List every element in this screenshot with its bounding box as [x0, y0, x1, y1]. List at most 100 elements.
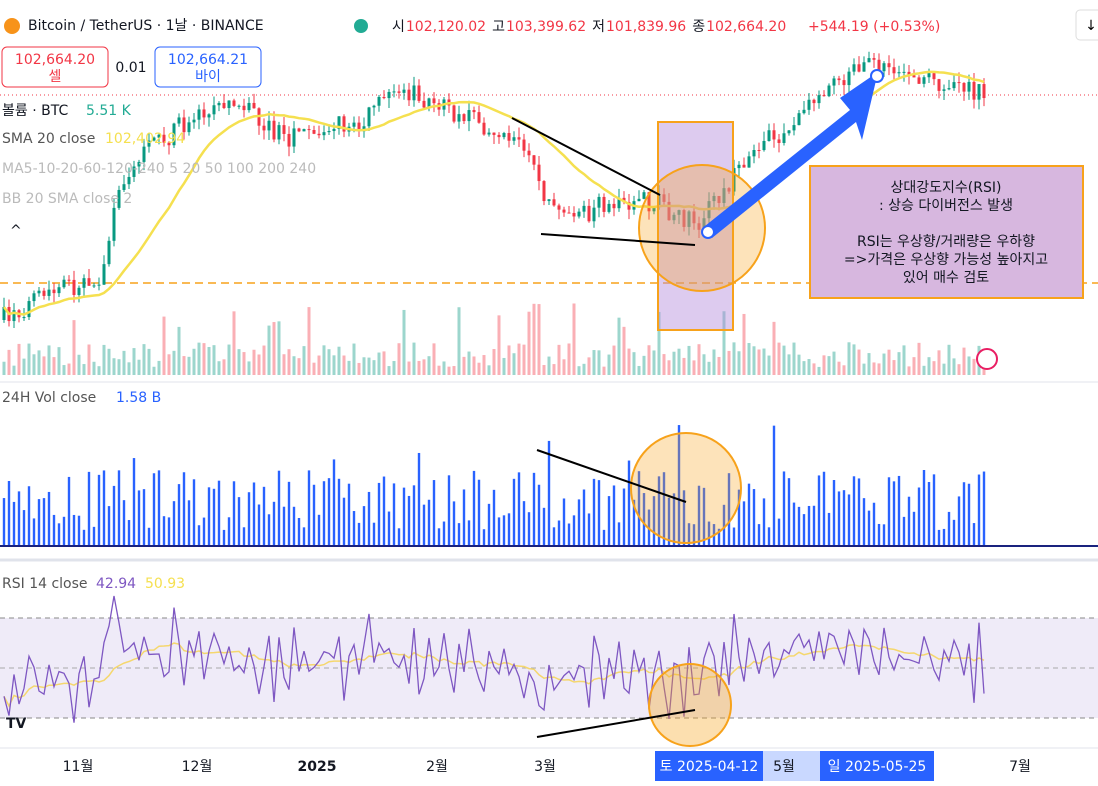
vol24-bar — [597, 480, 601, 545]
vol24-bar — [122, 500, 126, 545]
ohlc-value: 102,120.02 — [406, 19, 486, 35]
buy-button[interactable] — [154, 46, 262, 88]
volume-bar — [187, 356, 191, 375]
vol24-bar — [792, 502, 796, 545]
volume-bar — [757, 349, 761, 375]
candle — [757, 150, 761, 152]
sma-label: SMA 20 close — [2, 131, 95, 147]
volume-bar — [107, 348, 111, 375]
candle — [402, 89, 406, 93]
sell-button[interactable] — [1, 46, 109, 88]
volume-bar — [12, 365, 16, 375]
candle — [22, 317, 26, 319]
vol24-bar — [162, 516, 166, 545]
volume-bar — [607, 354, 611, 375]
candle — [617, 197, 621, 209]
candle — [902, 71, 906, 73]
coin-icon — [4, 18, 20, 34]
change: +544.19 (+0.53%) — [808, 19, 940, 35]
candle — [202, 109, 206, 118]
volume-bar — [952, 358, 956, 375]
candle — [862, 62, 866, 72]
vol24-bar — [217, 480, 221, 545]
candle — [137, 161, 141, 167]
candle — [417, 85, 421, 101]
flash-icon[interactable] — [976, 348, 998, 370]
volume-bar — [252, 349, 256, 375]
candle — [252, 102, 256, 109]
scroll-button[interactable] — [1075, 9, 1098, 41]
volume-bar — [557, 344, 561, 375]
volume-bar — [307, 307, 311, 375]
vol24-bar — [707, 521, 711, 545]
vol24-bar — [667, 497, 671, 545]
scroll-icon: ↓ — [1085, 18, 1097, 34]
volume-bar — [312, 362, 316, 375]
volume-bar — [597, 350, 601, 375]
vol24-bar — [542, 507, 546, 545]
volume-bar — [72, 320, 76, 375]
volume-bar — [722, 311, 726, 375]
vol24-bar — [312, 484, 316, 545]
vol24-bar — [342, 497, 346, 545]
volume-bar — [232, 311, 236, 375]
bb-label: BB 20 SMA close 2 — [2, 191, 132, 207]
volume-bar — [182, 356, 186, 375]
ohlc-value: 103,399.62 — [506, 19, 586, 35]
candle — [507, 133, 511, 141]
annotation-box — [809, 165, 1084, 299]
vol24-bar — [152, 473, 156, 545]
vol24-bar — [747, 483, 751, 545]
volume-bar — [152, 366, 156, 375]
vol24-bar — [777, 518, 781, 545]
volume-bar — [382, 351, 386, 375]
vol24-bar — [502, 515, 506, 545]
vol24-bar — [177, 484, 181, 545]
volume-bar — [302, 346, 306, 375]
candle — [857, 64, 861, 72]
candle — [27, 301, 31, 318]
vol24-bar — [822, 471, 826, 545]
vol24-bar — [377, 482, 381, 545]
candle — [67, 279, 71, 281]
vol24-bar — [677, 425, 681, 545]
candle — [127, 176, 131, 185]
candle — [117, 189, 121, 208]
volume-bar — [457, 307, 461, 375]
volume-bar — [867, 353, 871, 375]
volume-bar — [197, 342, 201, 375]
candle — [282, 125, 286, 134]
candle — [122, 184, 126, 190]
collapse-icon[interactable]: ^ — [10, 223, 22, 239]
vol24-bar — [757, 524, 761, 545]
volume-bar — [347, 360, 351, 375]
volume-bar — [652, 350, 656, 375]
vol24-bar — [612, 485, 616, 545]
candle — [112, 207, 116, 241]
vol24-bar — [782, 471, 786, 545]
rsi-ma-value: 50.93 — [145, 576, 185, 592]
vol24-bar — [12, 501, 16, 545]
vol24-bar — [222, 529, 226, 545]
volume-bar — [817, 366, 821, 375]
candle — [937, 79, 941, 91]
vol24-bar — [62, 516, 66, 545]
volume-bar — [192, 348, 196, 375]
volume-bar — [782, 345, 786, 375]
vol24-bar — [692, 524, 696, 545]
volume-bar — [502, 357, 506, 375]
arrow-end — [870, 69, 884, 83]
vol24-bar — [187, 500, 191, 545]
vol24-bar — [732, 527, 736, 545]
volume-bar — [407, 361, 411, 375]
candle — [532, 155, 536, 165]
volume-bar — [807, 359, 811, 375]
x-axis-label: 12월 — [182, 759, 213, 775]
vol24-bar — [77, 515, 81, 545]
volume-label: 볼륨 · BTC — [2, 103, 68, 119]
candle — [147, 140, 151, 147]
vol24-bar — [192, 479, 196, 545]
candle — [482, 122, 486, 135]
volume-bar — [832, 351, 836, 375]
